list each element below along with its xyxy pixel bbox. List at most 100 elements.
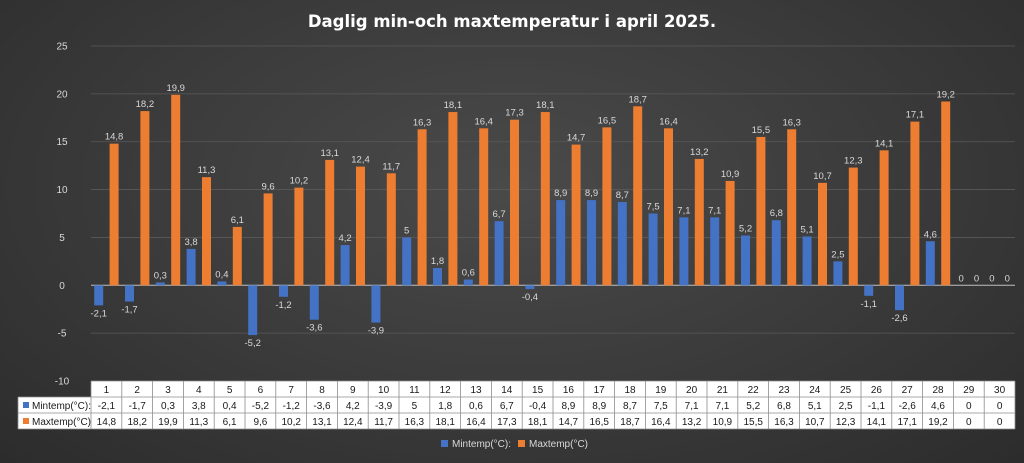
table-max-cell: 13,1 (312, 417, 332, 428)
max-temp-bar (879, 150, 889, 286)
min-temp-bar (309, 285, 319, 320)
table-max-cell: 14,7 (559, 417, 579, 428)
table-min-cell: 1,8 (438, 401, 452, 412)
table-min-cell: 3,8 (192, 401, 206, 412)
max-temp-bar (171, 94, 181, 286)
max-temp-bar (571, 144, 581, 286)
table-max-cell: 14,8 (97, 417, 117, 428)
table-category-cell: 21 (717, 385, 729, 396)
min-temp-data-label: 7,5 (646, 202, 659, 213)
table-category-cell: 28 (932, 385, 944, 396)
min-temp-data-label: 5,2 (739, 224, 752, 235)
min-temp-data-label: -2,1 (91, 308, 107, 319)
table-category-cell: 12 (440, 385, 452, 396)
min-temp-data-label: 0 (958, 273, 963, 284)
table-max-cell: 12,3 (836, 417, 856, 428)
min-temp-bar (802, 236, 812, 286)
legend: Mintemp(°C): Maxtemp(°C) (441, 439, 588, 450)
min-temp-bar (587, 200, 596, 286)
max-temp-bar (263, 193, 273, 286)
table-category-cell: 19 (655, 385, 667, 396)
max-temp-bar (540, 112, 550, 286)
min-temp-bar (556, 200, 566, 286)
max-temp-data-label: 14,1 (875, 138, 894, 149)
min-temp-data-label: 7,1 (708, 205, 721, 216)
table-category-cell: 16 (563, 385, 575, 396)
table-max-cell: 0 (997, 417, 1003, 428)
max-temp-data-label: 10,9 (721, 169, 740, 180)
y-tick-label: -10 (55, 377, 70, 388)
max-temp-bar (756, 136, 766, 286)
min-temp-bar (771, 220, 781, 286)
min-temp-data-label: 4,2 (338, 233, 351, 244)
table-max-cell: 10,9 (713, 417, 733, 428)
table-max-cell: 16,4 (651, 417, 671, 428)
table-min-cell: 0,3 (161, 401, 175, 412)
max-temp-data-label: 19,9 (166, 83, 185, 94)
table-min-cell: -1,7 (129, 401, 147, 412)
min-temp-bar (463, 279, 473, 286)
table-min-cell: 4,6 (931, 401, 945, 412)
min-temp-data-label: 0,4 (215, 269, 228, 280)
table-max-cell: 11,7 (374, 417, 393, 428)
table-category-cell: 23 (778, 385, 790, 396)
max-temp-bar (109, 143, 119, 286)
table-min-cell: -2,1 (98, 401, 116, 412)
table-category-cell: 9 (350, 385, 356, 396)
min-temp-data-label: -2,6 (891, 313, 907, 324)
table-min-cell: 6,8 (777, 401, 791, 412)
min-temp-data-label: -5,2 (245, 338, 261, 349)
max-temp-bar (633, 106, 643, 286)
max-temp-data-label: 16,4 (474, 116, 493, 127)
min-temp-bar (217, 281, 227, 286)
max-temp-bar (510, 119, 519, 286)
max-temp-data-label: 16,3 (782, 117, 801, 128)
max-temp-data-label: 0 (974, 273, 979, 284)
min-temp-data-label: 1,8 (431, 256, 444, 267)
max-temp-data-label: 12,3 (844, 156, 863, 167)
table-min-cell: 0,6 (469, 401, 483, 412)
table-min-cell: 7,1 (715, 401, 729, 412)
table-max-cell: 6,1 (223, 417, 237, 428)
table-min-row-header: Mintemp(°C): (32, 401, 91, 412)
table-max-cell: 10,7 (805, 417, 825, 428)
min-temp-data-label: 0,6 (462, 268, 475, 279)
min-temp-data-label: -3,6 (306, 323, 322, 334)
legend-min-key (441, 440, 448, 447)
max-temp-data-label: 16,5 (598, 115, 617, 126)
table-min-cell: 8,9 (592, 401, 606, 412)
table-category-cell: 2 (134, 385, 140, 396)
table-max-cell: 0 (966, 417, 972, 428)
table-max-cell: 16,3 (774, 417, 794, 428)
min-temp-data-label: 0 (989, 273, 994, 284)
max-temp-bar (787, 129, 797, 286)
table-min-cell: 0 (997, 401, 1003, 412)
max-temp-data-label: 12,4 (351, 155, 370, 166)
table-min-cell: -3,9 (375, 401, 393, 412)
max-temp-bar (910, 121, 920, 286)
min-temp-bar (864, 285, 874, 296)
legend-max-key (518, 440, 525, 447)
min-temp-data-label: 8,9 (554, 188, 567, 199)
table-category-cell: 8 (319, 385, 325, 396)
min-temp-bar (340, 245, 350, 286)
max-temp-bar (818, 182, 827, 286)
data-table: 1 -2,1 14,8 2 -1,7 18,2 3 0,3 19,9 4 3,8 11,3 5 0,4 6,… (17, 380, 1016, 430)
max-temp-data-label: 16,4 (659, 116, 678, 127)
table-max-cell: 15,5 (743, 417, 763, 428)
table-category-cell: 11 (409, 385, 420, 396)
min-temp-data-label: 6,7 (492, 209, 505, 220)
max-temp-bar (325, 159, 335, 286)
min-temp-data-label: 8,9 (585, 188, 598, 199)
max-temp-bar (294, 187, 304, 286)
min-temp-bar (371, 285, 381, 323)
table-min-cell: 7,5 (654, 401, 668, 412)
min-temp-data-label: -1,1 (861, 299, 877, 310)
max-temp-data-label: 10,2 (290, 176, 309, 187)
max-temp-bar (202, 177, 211, 286)
min-temp-bar (679, 217, 689, 286)
table-category-cell: 14 (501, 385, 513, 396)
table-category-cell: 13 (470, 385, 482, 396)
max-temp-bar (232, 226, 242, 286)
min-temp-data-label: 5 (404, 225, 409, 236)
